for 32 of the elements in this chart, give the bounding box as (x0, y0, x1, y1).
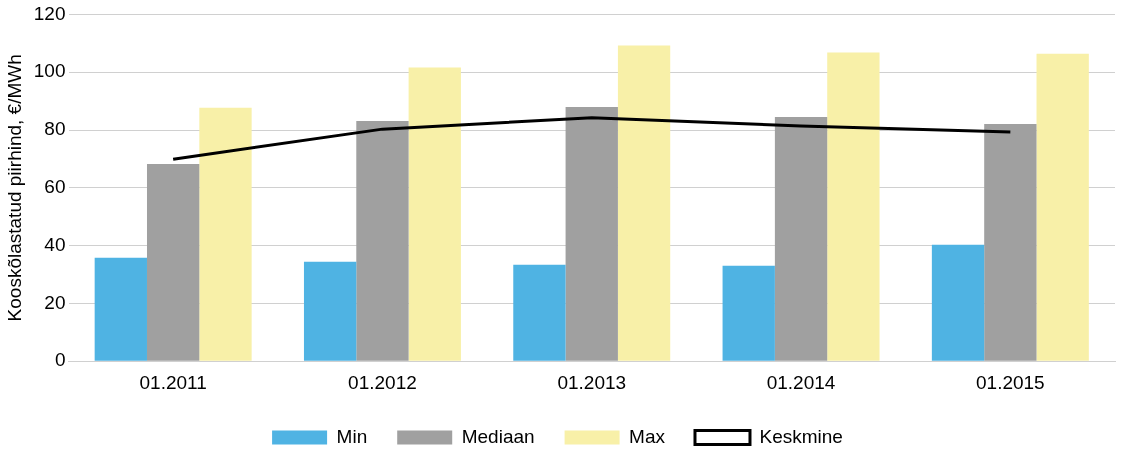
bar (356, 121, 409, 361)
x-tick-label: 01.2013 (557, 371, 627, 393)
y-axis-title: Kooskõlastatud piirhind, €/MWh (3, 54, 25, 322)
y-tick-label: 60 (44, 176, 66, 198)
bar (199, 107, 252, 361)
y-tick-label: 120 (33, 2, 66, 24)
bar (513, 264, 566, 361)
legend-label: Mediaan (461, 425, 535, 447)
x-tick-label: 01.2011 (139, 371, 207, 393)
legend-label: Max (629, 425, 666, 447)
bar (565, 106, 618, 361)
legend-label: Keskmine (759, 425, 843, 447)
x-tick-label: 01.2014 (766, 371, 836, 393)
y-tick-label: 100 (33, 60, 66, 82)
y-tick-label: 0 (54, 349, 66, 371)
y-tick-label: 40 (44, 233, 66, 255)
bar (774, 117, 828, 361)
bar (94, 257, 147, 361)
legend-label: Min (336, 425, 368, 447)
bar (146, 164, 200, 361)
bar (1036, 53, 1089, 361)
bar (984, 123, 1037, 361)
y-tick-label: 80 (44, 118, 66, 140)
x-tick-label: 01.2015 (976, 371, 1045, 393)
x-tick-label: 01.2012 (348, 371, 417, 393)
bar (931, 244, 985, 361)
bar (827, 52, 880, 361)
y-tick-label: 20 (44, 291, 66, 313)
bar (722, 265, 775, 361)
bar (303, 261, 357, 361)
bar (408, 67, 461, 361)
bar (617, 45, 671, 361)
